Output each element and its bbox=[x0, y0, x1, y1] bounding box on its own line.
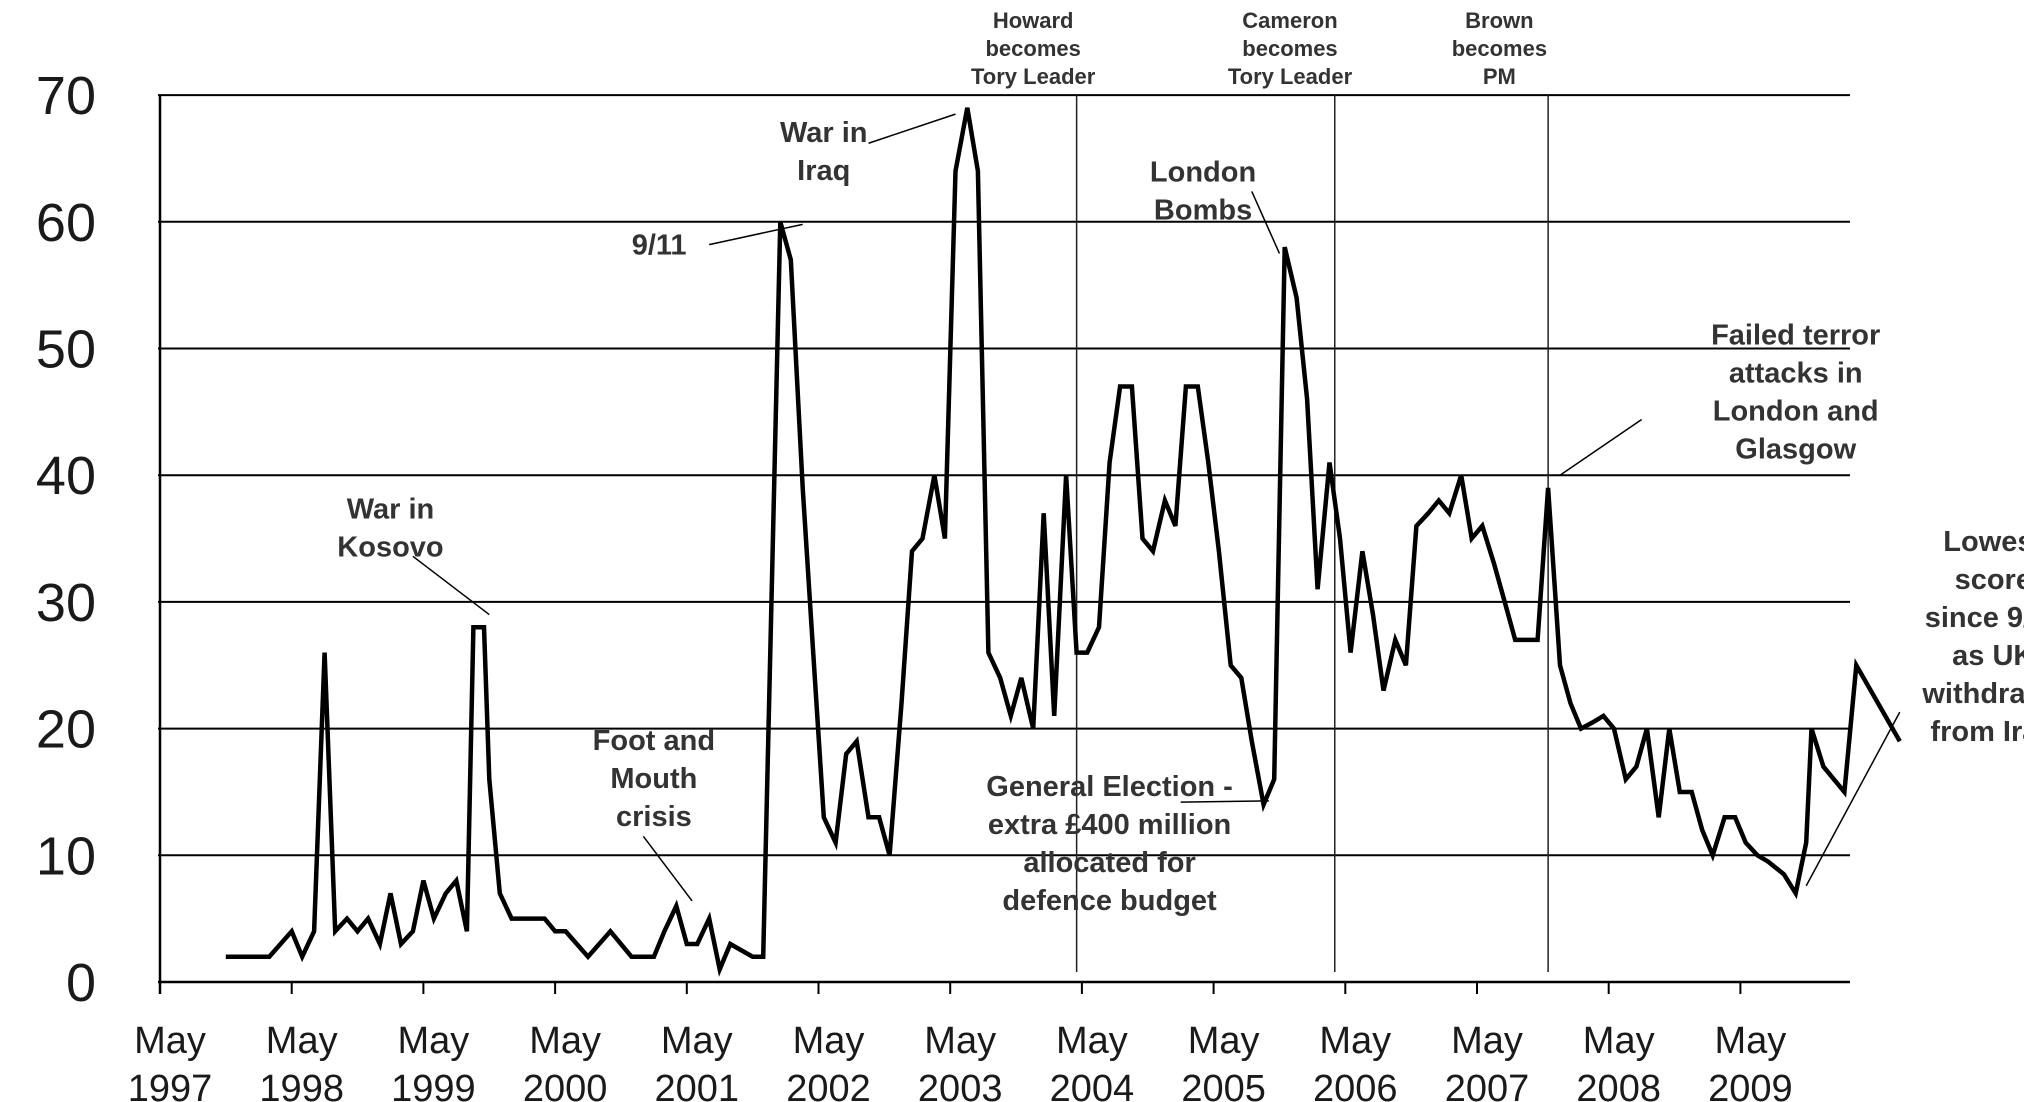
annotation-label: Cameron becomes Tory Leader bbox=[1228, 8, 1353, 89]
annotation-labels: War in Kosovo Foot and Mouth crisis 9/11 War i… bbox=[337, 8, 2024, 917]
annotation-label: Lowestscoresince 9/11as UKwithdrawsfrom … bbox=[1921, 526, 2024, 748]
annotation-label: War in Iraq bbox=[780, 117, 868, 187]
x-tick-label: May 2007 bbox=[1445, 1020, 1530, 1102]
x-tick-label: May 1997 bbox=[128, 1020, 213, 1102]
event-marker-lines bbox=[1075, 95, 1549, 972]
annotation-label: General Election -extra £400 million allo… bbox=[986, 771, 1233, 917]
y-tick-label: 20 bbox=[36, 700, 96, 760]
y-tick-label: 40 bbox=[36, 446, 96, 506]
annotation-label: Failed terror attacks in London and Glasgow bbox=[1711, 320, 1880, 466]
x-tick-label: May 1998 bbox=[259, 1020, 344, 1102]
x-tick-label: May 1999 bbox=[391, 1020, 476, 1102]
annotation-label: London Bombs bbox=[1150, 156, 1256, 226]
y-tick-label: 70 bbox=[36, 66, 96, 126]
axes bbox=[158, 95, 1850, 994]
y-tick-label: 50 bbox=[36, 320, 96, 380]
x-tick-label: May 2000 bbox=[523, 1020, 608, 1102]
series-lines bbox=[225, 107, 1902, 977]
annotation-pointer bbox=[1251, 191, 1281, 254]
y-tick-label: 0 bbox=[66, 953, 96, 1013]
gridlines bbox=[158, 94, 1850, 857]
annotation-label: Howard becomes Tory Leader bbox=[971, 8, 1096, 89]
annotation-label: War in Kosovo bbox=[337, 493, 443, 563]
annotation-pointer bbox=[1559, 418, 1643, 476]
annotation-pointers bbox=[412, 113, 1901, 902]
x-tick-label: May 2008 bbox=[1576, 1020, 1661, 1102]
annotation-pointer bbox=[642, 835, 693, 902]
annotation-pointer bbox=[709, 223, 803, 246]
x-tick-label: May 2003 bbox=[918, 1020, 1003, 1102]
tick-labels: 0 10 20 30 40 50 60 70 May 1997 May 1998 May 1999 May 2… bbox=[36, 66, 1793, 1102]
y-tick-label: 60 bbox=[36, 193, 96, 253]
annotation-pointer bbox=[1805, 711, 1901, 887]
x-tick-label: May 2002 bbox=[786, 1020, 871, 1102]
annotation-label: 9/11 bbox=[632, 230, 687, 262]
x-tick-label: May 2004 bbox=[1050, 1020, 1135, 1102]
annotation-pointer bbox=[1180, 800, 1269, 803]
annotation-pointer bbox=[412, 555, 490, 616]
y-tick-label: 10 bbox=[36, 826, 96, 886]
annotation-label: Foot and Mouth crisis bbox=[593, 725, 715, 833]
y-tick-label: 30 bbox=[36, 573, 96, 633]
annotation-pointer bbox=[868, 113, 956, 144]
x-tick-label: May 2001 bbox=[655, 1020, 740, 1102]
x-tick-label: May 2009 bbox=[1708, 1020, 1793, 1102]
x-tick-label: May 2005 bbox=[1181, 1020, 1266, 1102]
x-tick-label: May 2006 bbox=[1313, 1020, 1398, 1102]
annotation-label: Brown becomes PM bbox=[1452, 8, 1547, 89]
series-line bbox=[225, 107, 1902, 977]
